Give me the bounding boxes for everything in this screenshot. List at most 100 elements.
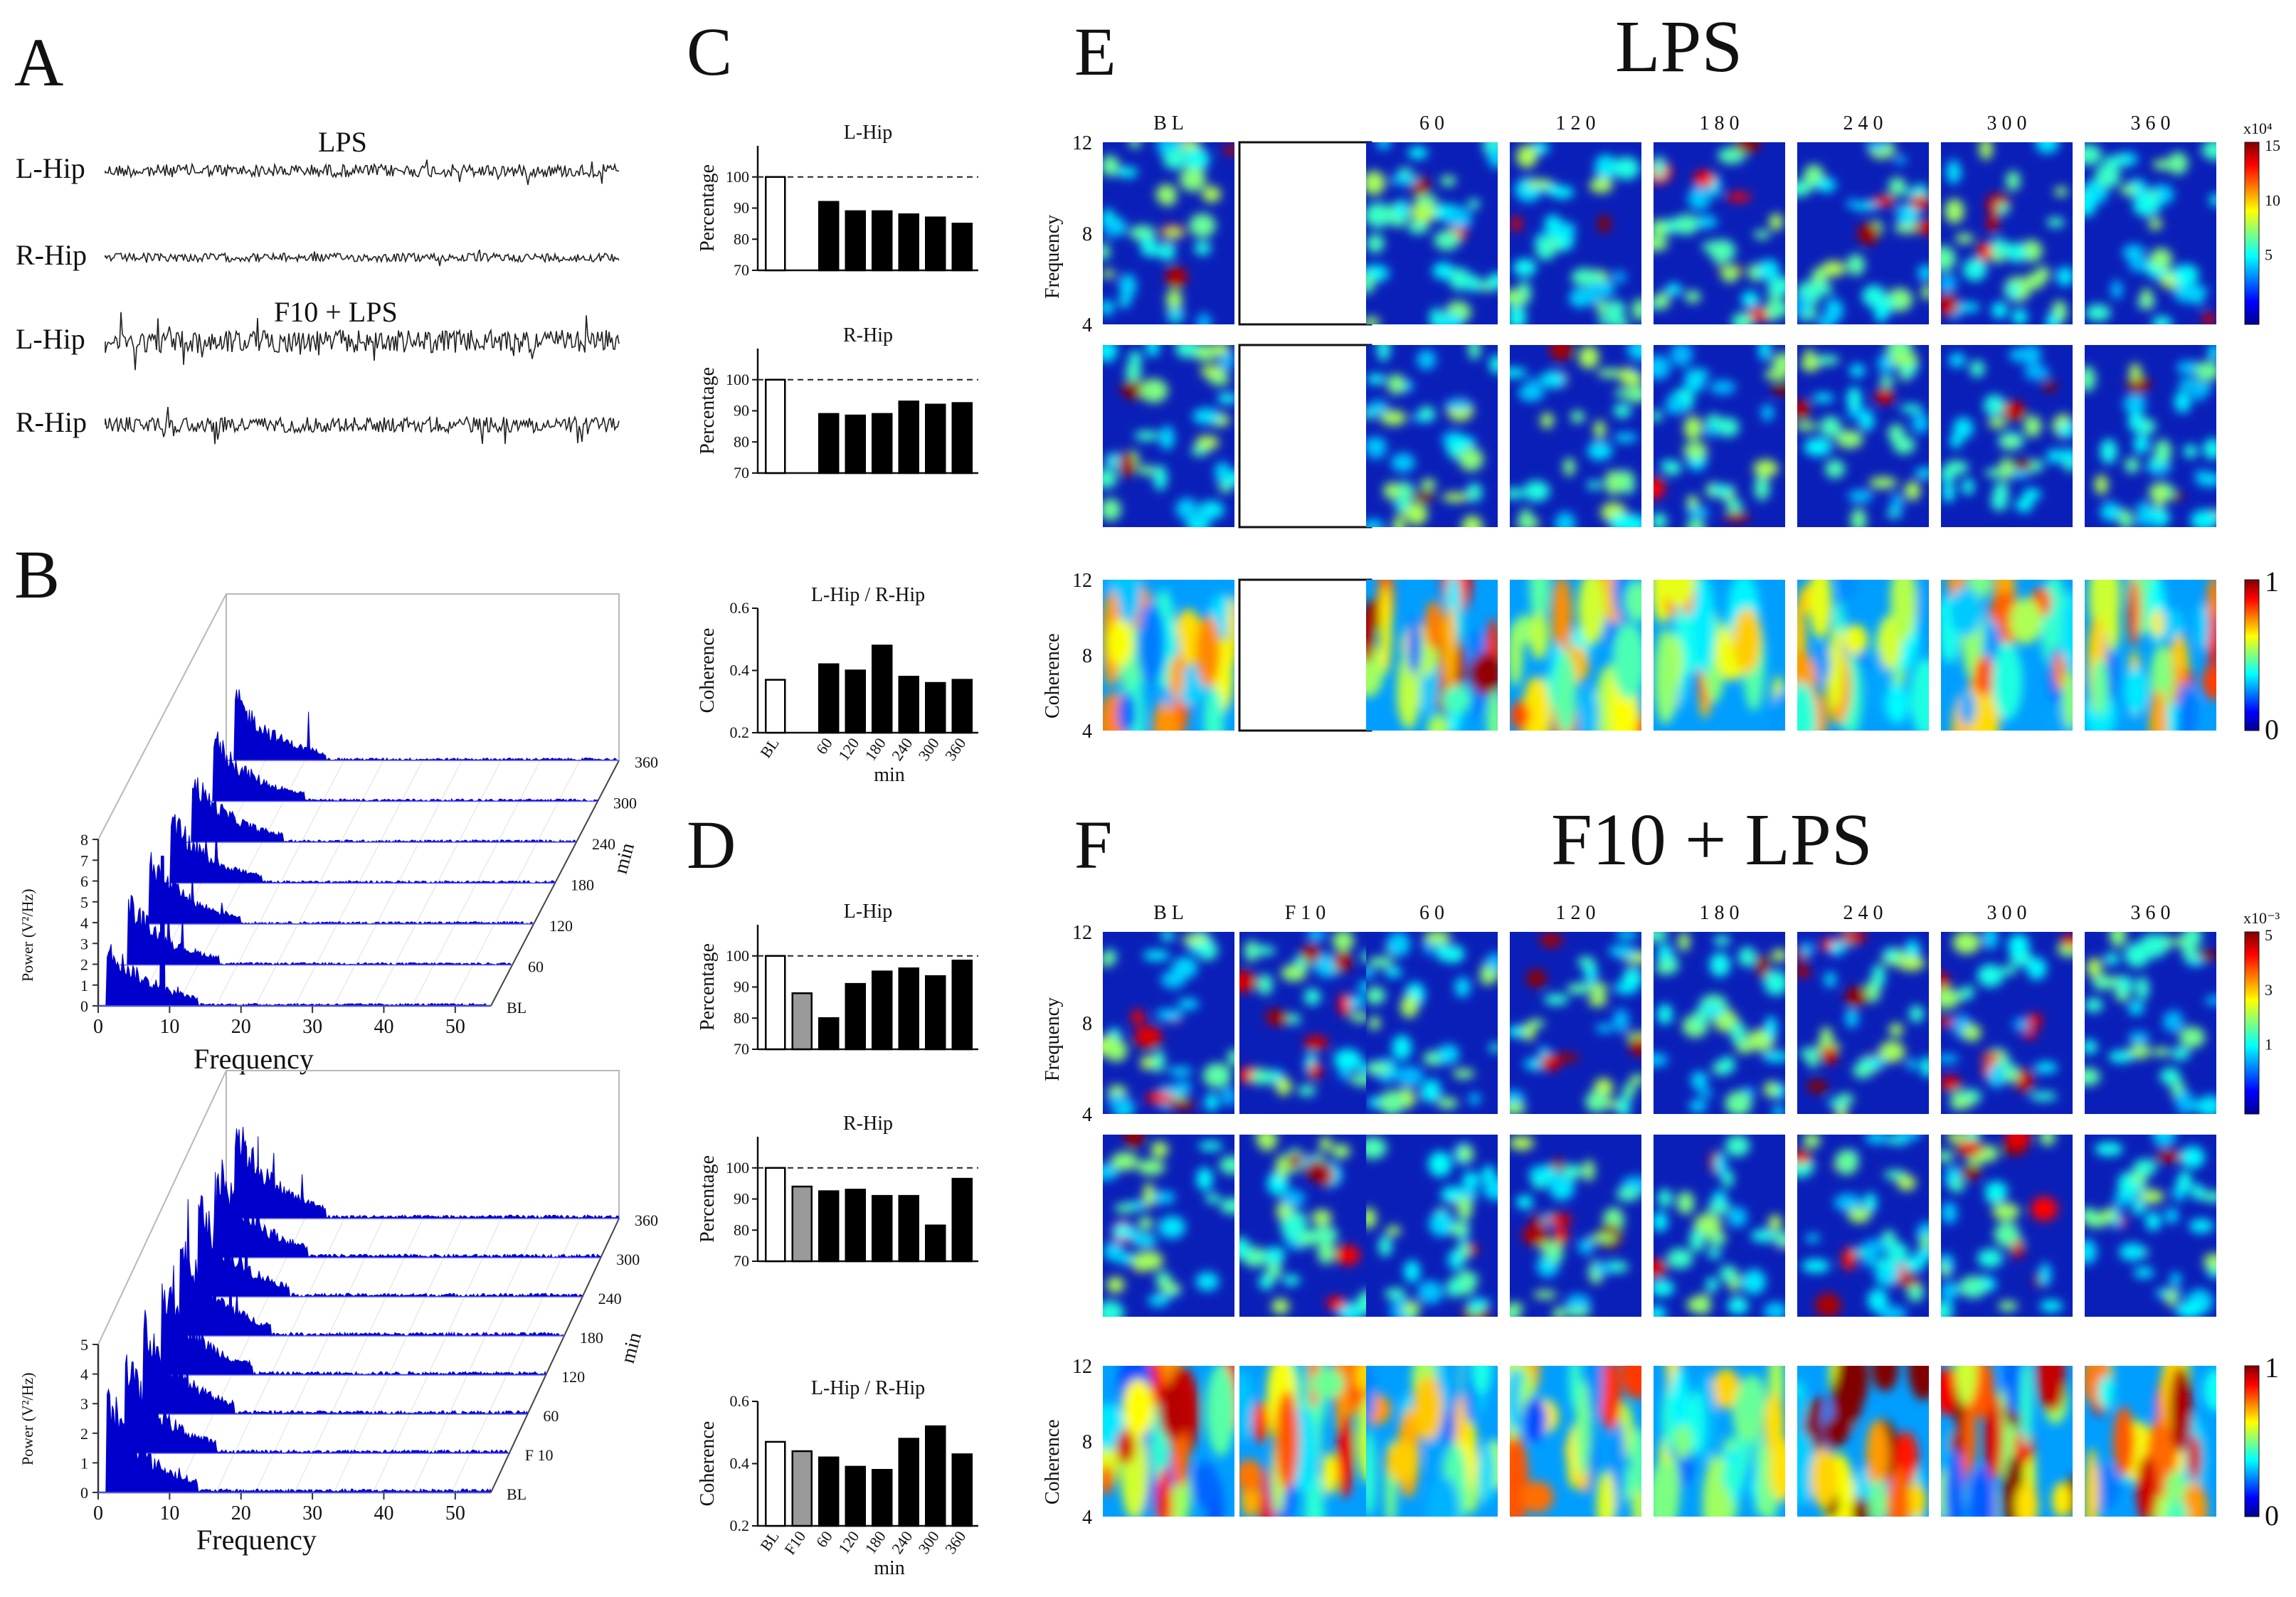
heat-blob: [1588, 993, 1607, 1007]
heat-blob: [1683, 442, 1708, 460]
heat-cell-blobs: [1941, 1366, 2073, 1517]
heat-blob: [1725, 1135, 1750, 1157]
spectrum-BL: [98, 1388, 492, 1494]
heat-blob: [1665, 395, 1685, 415]
bar-240: [898, 213, 919, 272]
heat-blob: [2133, 517, 2162, 527]
heat-blob: [1540, 413, 1554, 429]
heat-blob: [1366, 1366, 1375, 1423]
waterfall-x-tick-label: 10: [159, 1016, 179, 1038]
heat-blob: [1687, 507, 1710, 518]
heat-blob: [1526, 378, 1540, 393]
heat-blob: [1803, 1135, 1821, 1149]
heat-blob: [1103, 498, 1121, 521]
bar-chart-ylabel: Coherence: [697, 628, 719, 713]
heat-blob: [1596, 1470, 1616, 1517]
heat-blob: [1962, 478, 1974, 495]
heat-blob: [1920, 1056, 1929, 1078]
heat-blob: [2191, 380, 2207, 401]
heat-blob: [1914, 221, 1929, 235]
heat-blob: [1998, 1300, 2018, 1312]
heat-blob: [1383, 482, 1400, 500]
waterfall-time-label: 240: [592, 835, 615, 853]
heat-cell-blobs: [1797, 1366, 1929, 1517]
bar-60: [818, 1190, 840, 1263]
panel-e-ylabel-coherence: Coherence: [1042, 633, 1064, 718]
heat-blob: [1239, 1237, 1251, 1260]
heat-blob: [1441, 684, 1471, 714]
heat-blob: [2182, 1482, 2208, 1517]
bar-chart-y-tick-label: 70: [734, 1040, 749, 1058]
heat-blob: [2128, 258, 2148, 272]
heat-blob: [1468, 1298, 1491, 1307]
heat-blob: [1797, 421, 1817, 431]
heat-blob: [1616, 1095, 1631, 1114]
heat-blob: [1727, 1206, 1747, 1228]
heat-blob: [1689, 1390, 1705, 1455]
heat-blob: [1754, 475, 1770, 501]
heat-blob: [1486, 689, 1498, 731]
heat-blob: [1577, 1238, 1594, 1255]
heat-blob: [1666, 1248, 1693, 1269]
waterfall-x-tick-label: 20: [231, 1502, 251, 1524]
heat-blob: [1429, 307, 1443, 324]
heat-blob: [1392, 514, 1405, 527]
heat-blob: [2023, 364, 2049, 381]
heat-blob: [1171, 1424, 1189, 1487]
heatmap-cell: [1366, 1366, 1498, 1517]
heat-blob: [1489, 354, 1498, 374]
bar-chart-y-tick-label: 100: [726, 168, 749, 186]
waterfall-time-label: BL: [507, 1485, 527, 1503]
heat-blob: [1221, 1086, 1234, 1106]
heat-cell-blobs: [1366, 345, 1498, 527]
heat-blob: [1452, 1068, 1475, 1079]
heat-blob: [1396, 199, 1409, 219]
bar-300: [925, 681, 946, 734]
heatmap-cell: [1238, 141, 1372, 326]
heat-blob: [1941, 1076, 1962, 1091]
heat-blob: [2020, 1366, 2033, 1447]
heat-blob: [1852, 1497, 1871, 1517]
heat-blob: [1947, 1135, 1965, 1144]
heat-blob: [1613, 156, 1640, 180]
heat-blob: [1984, 1391, 2003, 1481]
heat-blob: [1614, 319, 1630, 324]
heat-blob: [1116, 166, 1138, 178]
heat-cell-blobs: [1510, 1135, 1641, 1317]
heat-blob: [2053, 653, 2066, 690]
heatmap-cell: [1103, 1366, 1234, 1517]
heat-blob: [1883, 947, 1898, 960]
heatmap-column-label: 2 4 0: [1843, 902, 1883, 924]
heat-blob: [2207, 612, 2216, 670]
heat-blob: [2127, 1001, 2144, 1015]
heat-blob: [1843, 624, 1868, 655]
heat-blob: [1397, 167, 1413, 177]
heat-blob: [1175, 345, 1199, 359]
heat-blob: [2151, 608, 2164, 639]
heat-blob: [1614, 981, 1639, 994]
heatmap-cell: [1797, 142, 1929, 324]
waterfall-back-wall: [226, 593, 620, 760]
heat-blob: [1827, 1098, 1850, 1108]
heat-blob: [1282, 1274, 1301, 1286]
heat-blob: [1116, 1430, 1135, 1464]
bar-chart-ylabel: Coherence: [697, 1421, 719, 1507]
heat-blob: [2001, 435, 2021, 449]
heatmap-cell: [1941, 1135, 2073, 1317]
heat-blob: [2145, 1211, 2161, 1231]
heat-blob: [1982, 932, 1999, 950]
heat-blob: [1589, 177, 1614, 193]
heat-blob: [1137, 1159, 1165, 1176]
heat-blob: [1654, 932, 1668, 943]
colorbar-coherence: [2244, 579, 2260, 731]
heat-blob: [1768, 300, 1785, 317]
heat-blob: [1868, 477, 1898, 489]
heat-blob: [1407, 220, 1429, 234]
heat-blob: [1723, 512, 1751, 523]
bar-chart-x-tick-label: 300: [914, 735, 942, 764]
heat-blob: [1709, 380, 1736, 395]
heat-blob: [1264, 1246, 1285, 1263]
heat-blob: [2139, 1189, 2164, 1204]
heat-blob: [1592, 1263, 1614, 1275]
waterfall-x-tick-label: 0: [93, 1502, 103, 1524]
